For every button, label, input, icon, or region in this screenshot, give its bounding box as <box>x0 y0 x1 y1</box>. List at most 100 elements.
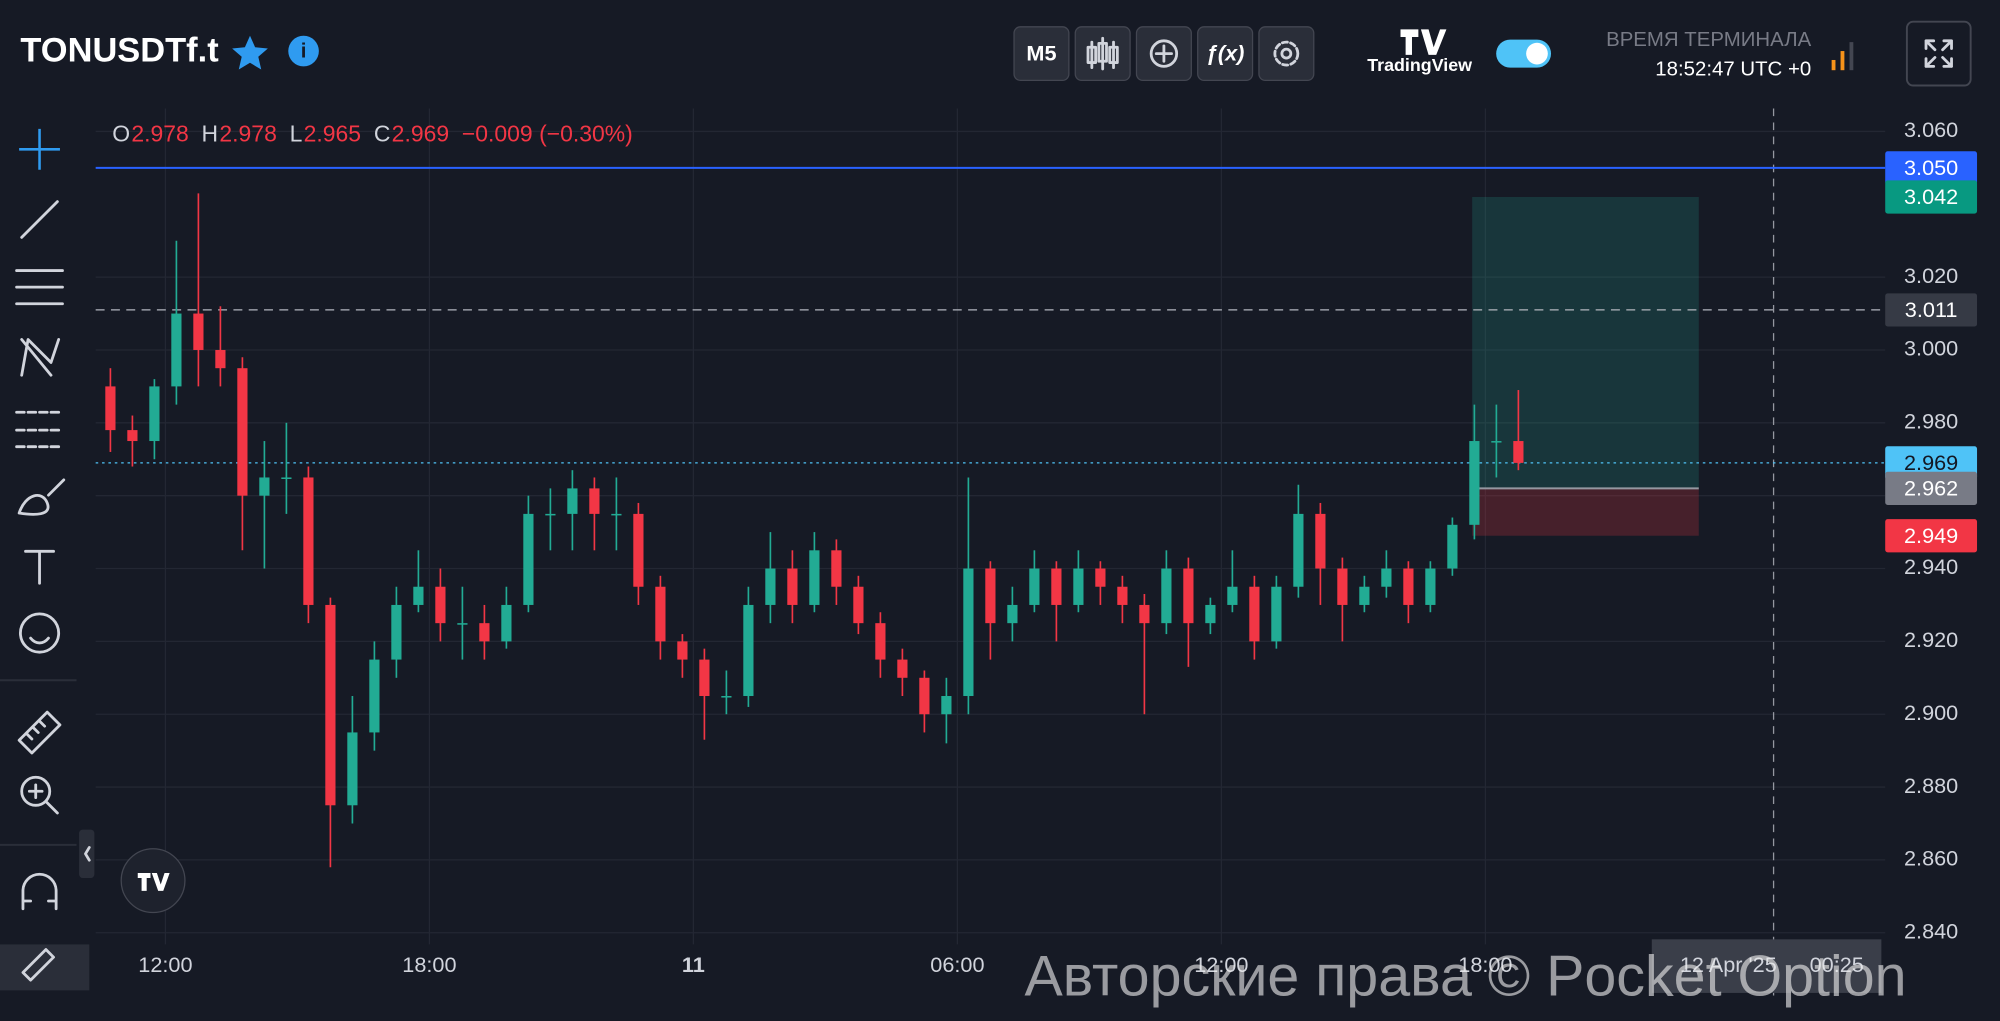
price-badge <box>1885 293 1978 327</box>
crosshair-tool[interactable] <box>19 128 60 170</box>
candle-body <box>501 604 512 642</box>
price-badge-label: 3.050 <box>1904 155 1958 180</box>
candle-body <box>1227 586 1238 605</box>
candle-body <box>787 568 798 605</box>
x-tick-label: 06:00 <box>930 952 984 977</box>
candle-body <box>1359 586 1370 605</box>
ohlc-label: C <box>374 120 391 146</box>
candle-body <box>765 568 776 605</box>
candle-body <box>479 623 490 642</box>
y-tick-label: 3.020 <box>1904 263 1958 288</box>
y-tick-label: 3.000 <box>1904 336 1958 361</box>
watermark: Авторские права © Pocket Option <box>1025 944 1907 1008</box>
trendline-tool[interactable] <box>20 200 59 239</box>
candles-icon <box>1086 36 1119 71</box>
candle-body <box>919 677 930 715</box>
ohlc-label: H <box>202 120 219 146</box>
favorite-star[interactable] <box>232 35 268 70</box>
price-badge-label: 2.969 <box>1904 450 1958 475</box>
fullscreen-icon <box>1924 39 1953 68</box>
info-icon[interactable] <box>288 35 319 67</box>
candle-body <box>215 349 226 369</box>
candle-body <box>435 586 446 624</box>
candle-body <box>633 513 644 587</box>
zoom-tool[interactable] <box>20 775 52 807</box>
add-icon-plus <box>1154 44 1173 63</box>
x-tick-label: 12:00 <box>1194 952 1248 977</box>
candle-body <box>303 477 314 605</box>
price-badge <box>1885 151 1978 185</box>
y-tick-label: 2.900 <box>1904 700 1958 725</box>
candle-body <box>1095 568 1106 587</box>
terminal-time-label: ВРЕМЯ ТЕРМИНАЛА <box>1606 29 1811 51</box>
candle-body <box>1205 604 1216 624</box>
symbol[interactable]: TONUSDTf.t <box>20 31 219 69</box>
candle-body <box>149 386 160 442</box>
brush-tool[interactable] <box>17 478 66 516</box>
candle-body <box>1249 586 1260 642</box>
candle-body <box>1469 441 1480 525</box>
take-profit-zone <box>1472 196 1699 489</box>
candle-body <box>1491 441 1502 443</box>
candle-body <box>457 623 468 625</box>
candle-body <box>1051 568 1062 605</box>
ohlc-change: −0.009 (−0.30%) <box>462 120 633 146</box>
candle-body <box>985 568 996 624</box>
candle-body <box>369 659 380 733</box>
indicators-icon: ƒ(x) <box>1206 41 1245 66</box>
candle-body <box>1139 604 1150 624</box>
signal-bar <box>1849 42 1854 71</box>
candle-body <box>1315 513 1326 569</box>
price-badge <box>1885 471 1978 505</box>
candle-body <box>567 488 578 514</box>
candle-body <box>1513 441 1524 463</box>
candle-body <box>127 430 138 442</box>
candle-body <box>523 513 534 605</box>
crosshair-time-badge <box>1651 939 1882 993</box>
prediction-tool[interactable] <box>15 410 64 449</box>
settings-icon <box>1273 40 1300 67</box>
ruler-tool[interactable] <box>17 710 62 755</box>
candle-body <box>281 477 292 479</box>
candle-body <box>853 586 864 624</box>
candle-body <box>1425 568 1436 605</box>
candle-body <box>831 550 842 587</box>
text-tool[interactable] <box>24 549 55 585</box>
candle-body <box>1447 524 1458 569</box>
candle-body <box>1271 586 1282 642</box>
y-tick-label: 3.060 <box>1904 117 1958 142</box>
price-badge-label: 3.042 <box>1904 184 1958 209</box>
candle-body <box>347 732 358 806</box>
price-badge-label: 3.011 <box>1905 297 1958 322</box>
candle-body <box>105 386 116 431</box>
emoji-smile <box>29 636 50 645</box>
fullscreen-button[interactable] <box>1905 20 1972 87</box>
fib-tool[interactable] <box>15 269 64 306</box>
lock-tool[interactable] <box>21 948 55 982</box>
candle-body <box>391 604 402 660</box>
ohlc-value: 2.978 <box>219 120 276 146</box>
pattern-tool[interactable] <box>20 338 61 377</box>
timeframe: M5 <box>1026 41 1056 66</box>
indicators-button[interactable] <box>1197 26 1254 82</box>
candle-body <box>413 586 424 605</box>
candle-body <box>699 659 710 697</box>
candle-body <box>897 659 908 678</box>
settings-button[interactable] <box>1258 26 1315 82</box>
signal-bar <box>1831 59 1836 71</box>
candle-body <box>1293 513 1304 587</box>
info-glyph: i <box>301 41 307 63</box>
ohlc-label: L <box>290 120 303 146</box>
terminal-time: 18:52:47 UTC +0 <box>1655 59 1811 81</box>
magnet-tool[interactable] <box>21 872 58 911</box>
timeframe-button[interactable] <box>1013 26 1070 82</box>
emoji-tool[interactable] <box>19 612 61 654</box>
candle-body <box>259 477 270 496</box>
price-badge <box>1885 519 1978 553</box>
plot: 2.8402.8602.8802.9002.9202.9402.9602.980… <box>95 108 1978 996</box>
tv-badge-logo <box>137 872 170 891</box>
candle-body <box>721 696 732 698</box>
tv-badge <box>120 848 186 914</box>
